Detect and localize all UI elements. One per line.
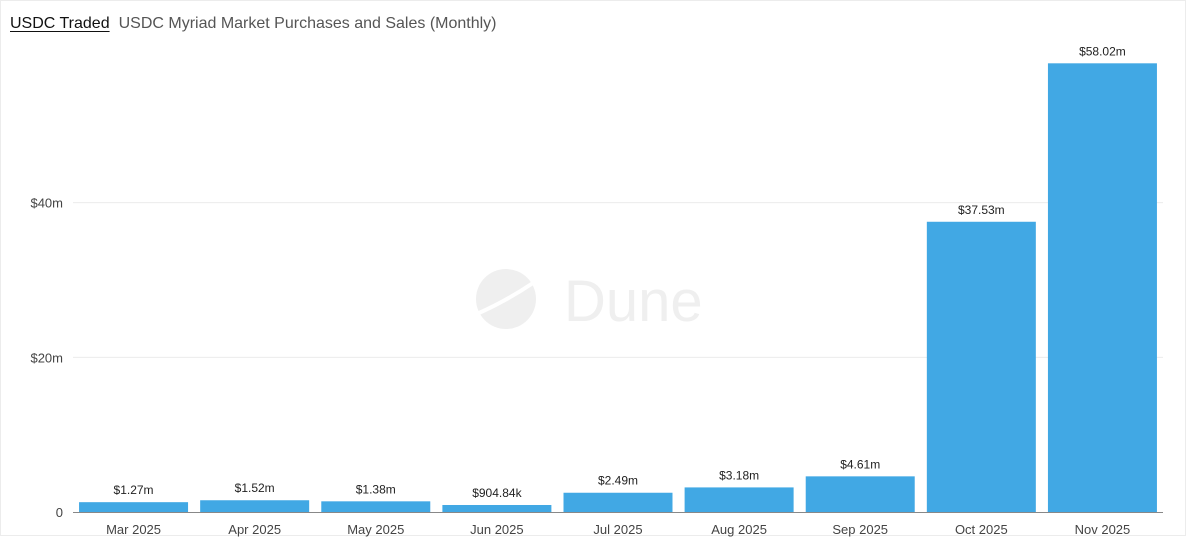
- x-tick-label: Jun 2025: [470, 522, 524, 537]
- bar[interactable]: [926, 221, 1036, 512]
- dune-logo-swoosh: [478, 281, 535, 315]
- chart-title: USDC Myriad Market Purchases and Sales (…: [118, 15, 497, 32]
- x-tick-label: Jul 2025: [593, 522, 642, 537]
- bar[interactable]: [563, 492, 673, 512]
- data-label: $2.49m: [598, 474, 638, 488]
- bar[interactable]: [805, 476, 915, 512]
- x-tick-label: May 2025: [347, 522, 404, 537]
- y-tick-label: $40m: [30, 196, 63, 211]
- y-axis: 0 $20m $40m: [30, 196, 63, 520]
- data-label: $58.02m: [1079, 44, 1126, 58]
- bar[interactable]: [1047, 63, 1157, 512]
- tab-usdc-traded[interactable]: USDC Traded: [10, 15, 110, 32]
- bar[interactable]: [79, 502, 189, 512]
- watermark-text: Dune: [564, 269, 703, 334]
- x-axis: Mar 2025 Apr 2025 May 2025 Jun 2025 Jul 2025…: [73, 512, 1163, 537]
- dune-watermark: Dune: [476, 269, 703, 334]
- x-tick-label: Oct 2025: [955, 522, 1008, 537]
- data-label: $904.84k: [472, 486, 522, 500]
- data-label: $1.52m: [235, 481, 275, 495]
- data-label: $3.18m: [719, 468, 759, 482]
- bar[interactable]: [321, 501, 431, 512]
- data-label: $37.53m: [958, 203, 1005, 217]
- y-tick-label: $20m: [30, 350, 63, 365]
- bar[interactable]: [684, 487, 794, 512]
- y-tick-label: 0: [56, 505, 63, 520]
- data-label: $1.27m: [114, 483, 154, 497]
- x-tick-label: Apr 2025: [228, 522, 281, 537]
- x-tick-label: Mar 2025: [106, 522, 161, 537]
- value-labels: $1.27m $1.52m $1.38m $904.84k $2.49m $3.18m $4…: [114, 44, 1126, 500]
- data-label: $1.38m: [356, 482, 396, 496]
- data-label: $4.61m: [840, 457, 880, 471]
- bars: [79, 63, 1157, 512]
- x-tick-label: Sep 2025: [832, 522, 888, 537]
- bar[interactable]: [200, 500, 310, 512]
- x-tick-label: Aug 2025: [711, 522, 767, 537]
- bar[interactable]: [442, 505, 552, 512]
- chart-header: USDC Traded USDC Myriad Market Purchases…: [10, 15, 497, 33]
- x-tick-label: Nov 2025: [1075, 522, 1131, 537]
